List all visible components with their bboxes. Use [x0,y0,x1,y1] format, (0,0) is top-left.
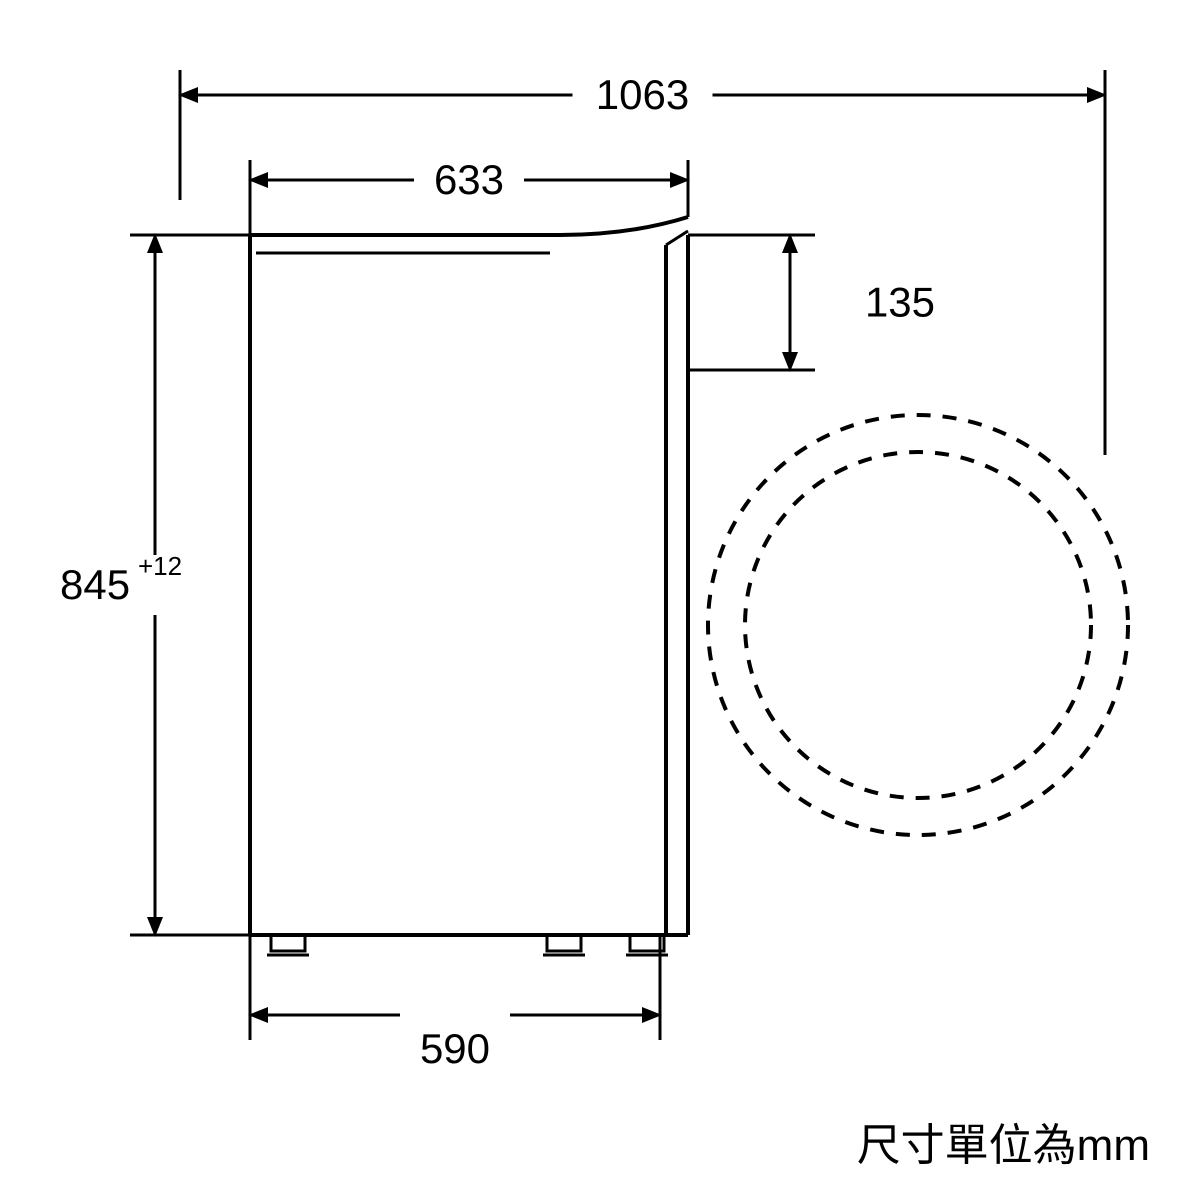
dim-845-tol: +12 [138,551,182,581]
dim-590: 590 [420,1025,490,1072]
dim-1063: 1063 [596,71,689,118]
appliance-foot [547,935,581,951]
door-swing-outer [708,415,1128,835]
unit-note: 尺寸單位為mm [857,1121,1150,1170]
dim-845: 845 [60,561,130,608]
appliance-foot [271,935,305,951]
dimension-drawing: 1063 633 590 845 +12 135 尺寸單位為mm [0,0,1200,1200]
appliance-top [250,217,688,235]
door-swing-inner [745,452,1091,798]
dim-633: 633 [434,156,504,203]
dim-135: 135 [865,279,935,326]
